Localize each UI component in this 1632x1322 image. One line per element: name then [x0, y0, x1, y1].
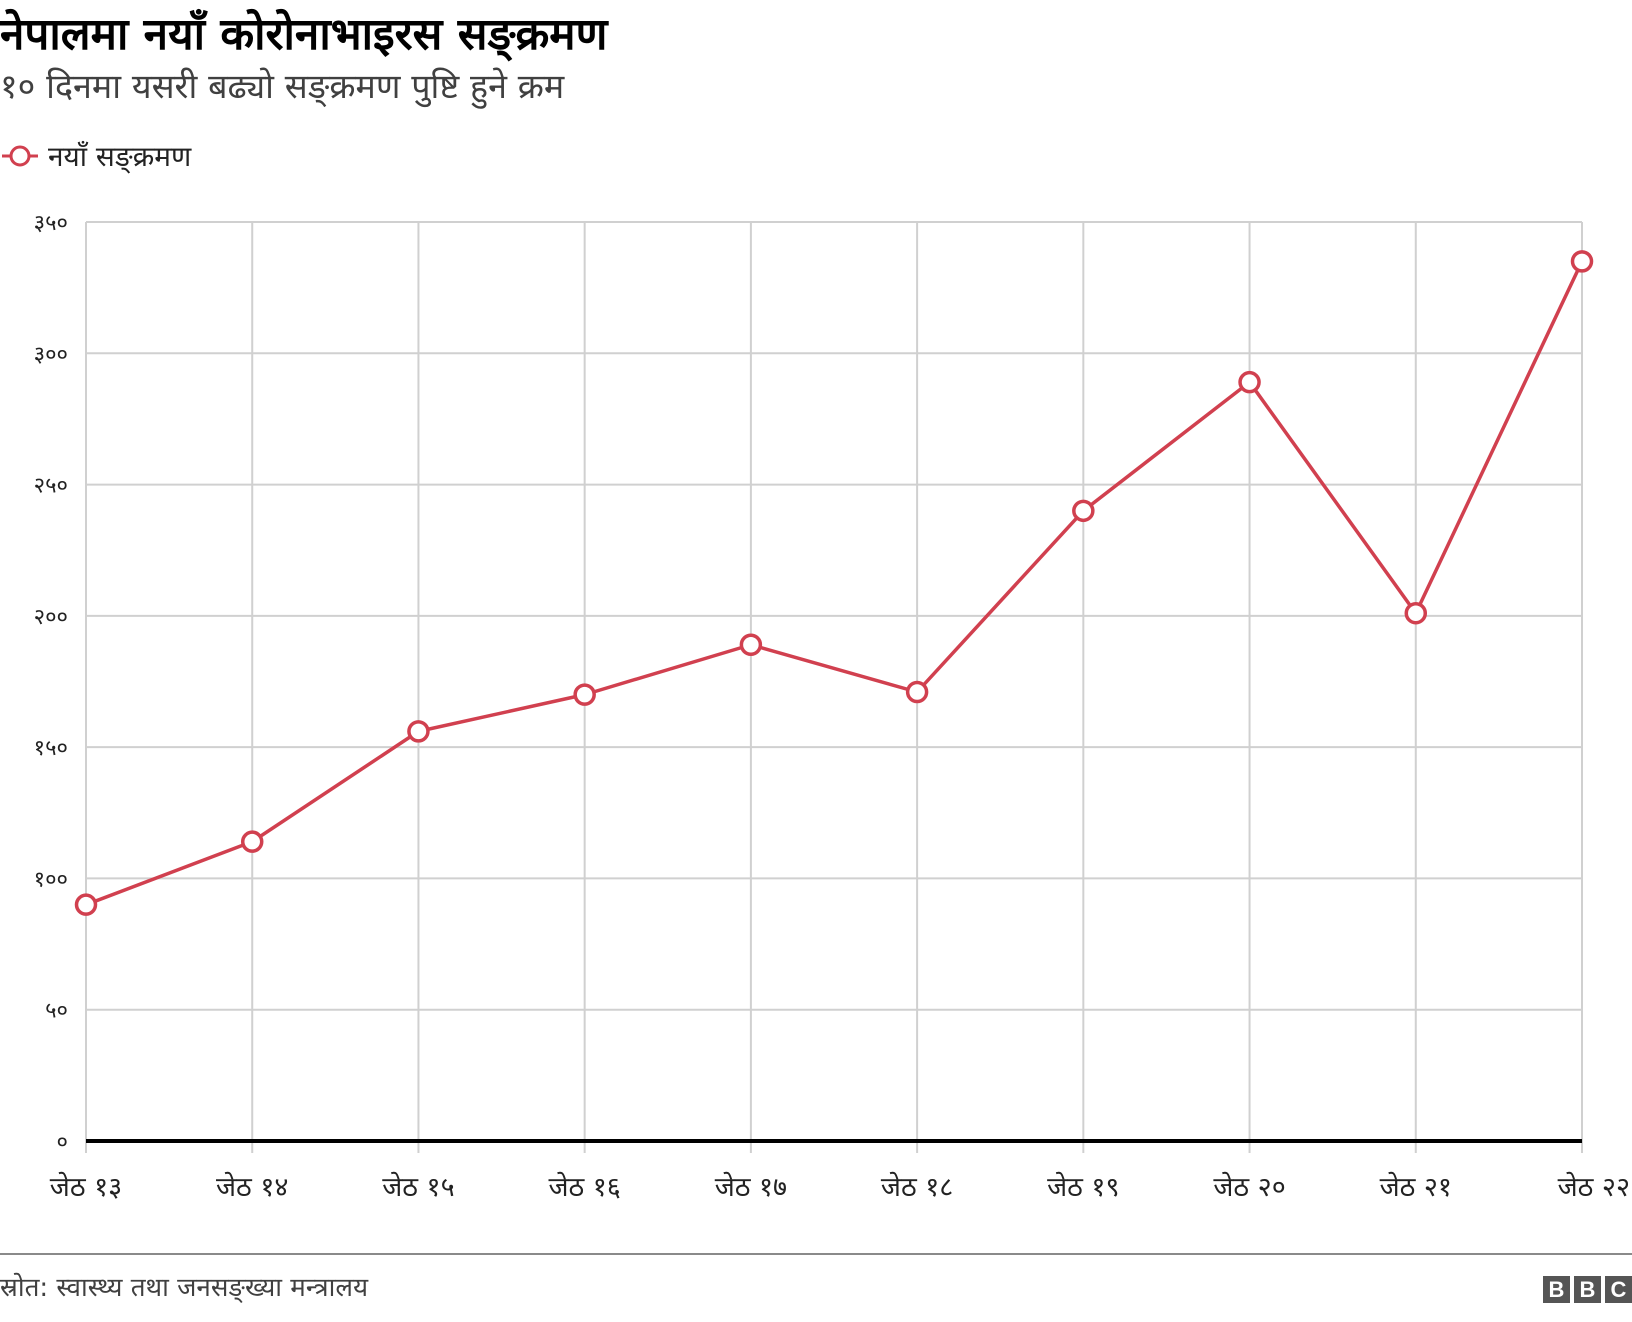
x-tick-label: जेठ २२ [1558, 1171, 1630, 1200]
data-point [407, 720, 430, 743]
y-tick-label: २५० [34, 474, 68, 499]
footer-divider [0, 1253, 1632, 1255]
x-tick-label: जेठ १७ [715, 1171, 787, 1200]
x-tick-label: जेठ २० [1213, 1171, 1285, 1200]
x-tick-label: जेठ २१ [1380, 1171, 1452, 1200]
data-point [905, 680, 929, 704]
chart-title: नेपालमा नयाँ कोरोनाभाइरस सङ्क्रमण [0, 9, 608, 60]
data-point [240, 830, 264, 853]
x-tick-label: जेठ १९ [1047, 1171, 1119, 1200]
data-point [573, 683, 596, 706]
data-point [1238, 370, 1261, 394]
chart-subtitle: १० दिनमा यसरी बढ्यो सङ्क्रमण पुष्टि हुने… [0, 67, 565, 107]
bbc-logo-letter: B [1543, 1276, 1570, 1303]
data-point [1570, 250, 1594, 273]
x-tick-label: जेठ १४ [216, 1171, 288, 1200]
data-point [1404, 601, 1428, 625]
y-tick-label: ३०० [34, 342, 68, 367]
y-tick-label: २०० [34, 605, 68, 630]
data-point [1072, 499, 1095, 523]
y-tick-label: ३५० [34, 211, 68, 236]
source-note: स्रोत: स्वास्थ्य तथा जनसङ्ख्या मन्त्रालय [0, 1273, 369, 1303]
line-chart: ० ५० १०० १५० २०० २५० ३०० ३५० जेठ १३ जेठ १४ जेठ १५ ज… [34, 211, 1630, 1200]
legend-marker-icon [2, 145, 38, 167]
y-tick-label: १५० [34, 736, 68, 761]
bbc-logo-letter: B [1574, 1276, 1601, 1303]
y-tick-label: ० [57, 1130, 68, 1155]
y-tick-label: ५० [45, 999, 68, 1024]
legend: नयाँ सङ्क्रमण [0, 136, 191, 176]
x-tick-label: जेठ १५ [382, 1171, 454, 1200]
data-point [74, 893, 98, 916]
data-point [739, 633, 763, 656]
x-tick-label: जेठ १३ [50, 1171, 122, 1200]
bbc-logo: B B C [1543, 1276, 1632, 1303]
legend-label: नयाँ सङ्क्रमण [48, 140, 192, 173]
y-tick-label: १०० [34, 867, 68, 892]
series-line [85, 260, 1584, 907]
bbc-logo-letter: C [1605, 1276, 1632, 1303]
x-tick-label: जेठ १८ [881, 1171, 953, 1200]
x-tick-label: जेठ १६ [548, 1171, 620, 1200]
